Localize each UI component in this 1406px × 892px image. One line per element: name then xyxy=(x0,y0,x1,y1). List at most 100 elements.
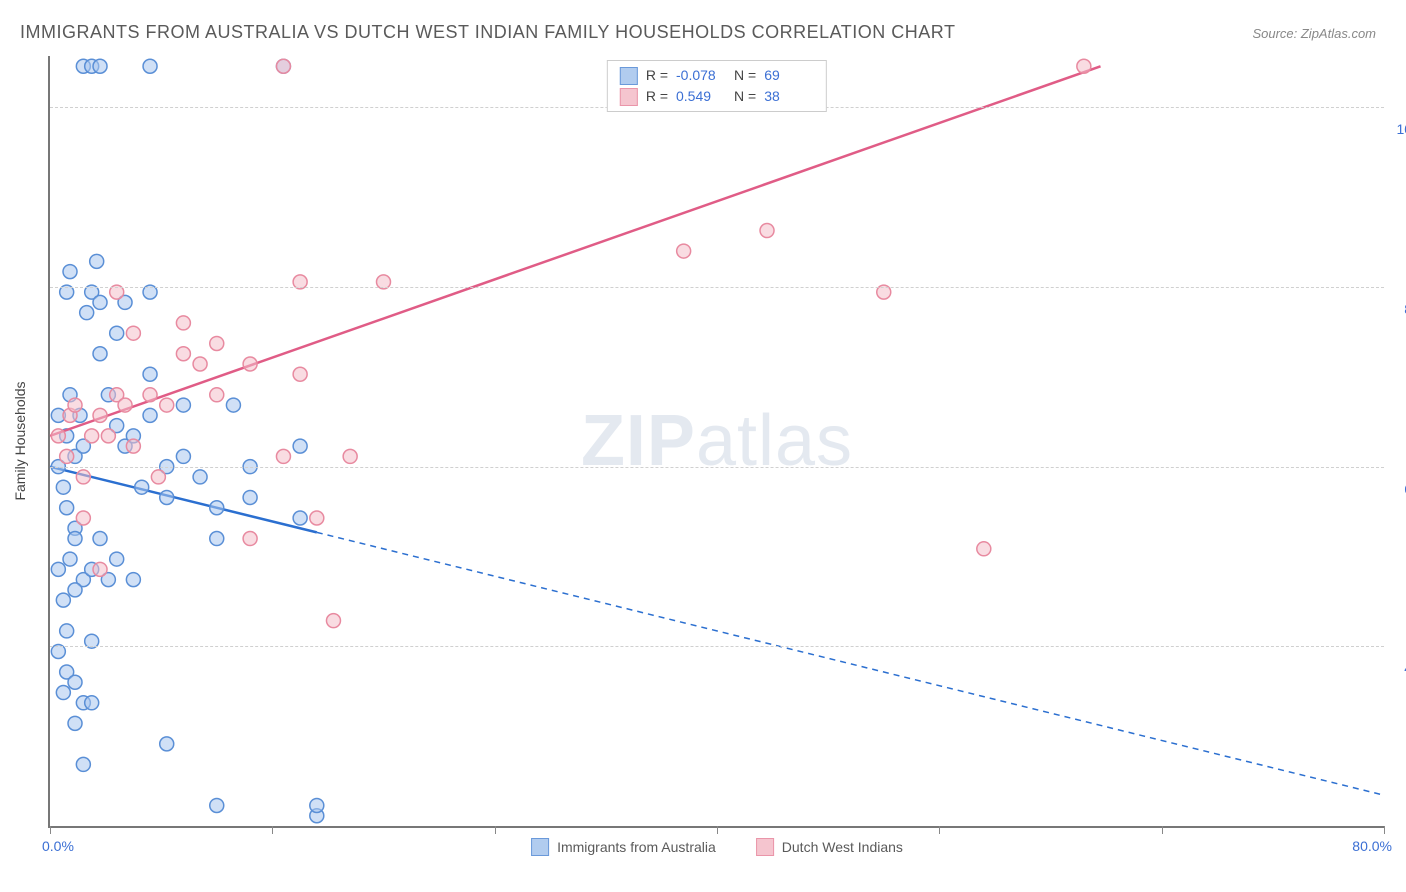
data-point xyxy=(226,398,240,412)
data-point xyxy=(135,480,149,494)
plot-area: Family Households ZIPatlas 47.5%65.0%82.… xyxy=(48,56,1384,828)
legend-swatch-pink xyxy=(620,88,638,106)
y-tick-label: 100.0% xyxy=(1394,121,1406,137)
y-tick-label: 65.0% xyxy=(1394,481,1406,497)
data-point xyxy=(60,501,74,515)
data-point xyxy=(110,326,124,340)
data-point xyxy=(210,501,224,515)
data-point xyxy=(151,470,165,484)
data-point xyxy=(160,490,174,504)
trend-line-dashed xyxy=(317,532,1384,795)
data-point xyxy=(126,439,140,453)
data-point xyxy=(101,429,115,443)
data-point xyxy=(176,449,190,463)
data-point xyxy=(63,552,77,566)
data-point xyxy=(76,511,90,525)
x-tick xyxy=(939,826,940,834)
data-point xyxy=(293,367,307,381)
data-point xyxy=(977,542,991,556)
data-point xyxy=(210,388,224,402)
n-label: N = xyxy=(734,86,756,107)
gridline xyxy=(50,287,1384,288)
data-point xyxy=(143,367,157,381)
x-tick xyxy=(50,826,51,834)
y-axis-label: Family Households xyxy=(12,381,28,500)
data-point xyxy=(126,326,140,340)
data-point xyxy=(63,265,77,279)
x-tick xyxy=(1384,826,1385,834)
plot-svg xyxy=(50,56,1384,826)
x-tick xyxy=(1162,826,1163,834)
r-label: R = xyxy=(646,86,668,107)
series-legend: Immigrants from Australia Dutch West Ind… xyxy=(531,838,903,856)
data-point xyxy=(56,480,70,494)
data-point xyxy=(326,614,340,628)
data-point xyxy=(76,470,90,484)
n-value-1: 69 xyxy=(764,65,814,86)
data-point xyxy=(160,737,174,751)
legend-label-2: Dutch West Indians xyxy=(782,839,903,855)
legend-swatch-pink xyxy=(756,838,774,856)
r-value-1: -0.078 xyxy=(676,65,726,86)
data-point xyxy=(243,532,257,546)
x-tick xyxy=(717,826,718,834)
source-label: Source: ZipAtlas.com xyxy=(1252,26,1376,41)
y-tick-label: 47.5% xyxy=(1394,660,1406,676)
data-point xyxy=(93,295,107,309)
data-point xyxy=(210,532,224,546)
r-value-2: 0.549 xyxy=(676,86,726,107)
data-point xyxy=(76,757,90,771)
data-point xyxy=(118,398,132,412)
data-point xyxy=(56,593,70,607)
r-label: R = xyxy=(646,65,668,86)
data-point xyxy=(110,552,124,566)
data-point xyxy=(143,388,157,402)
data-point xyxy=(276,59,290,73)
data-point xyxy=(760,224,774,238)
data-point xyxy=(293,439,307,453)
data-point xyxy=(310,511,324,525)
data-point xyxy=(126,573,140,587)
data-point xyxy=(293,511,307,525)
data-point xyxy=(1077,59,1091,73)
legend-swatch-blue xyxy=(531,838,549,856)
x-max-label: 80.0% xyxy=(1352,838,1392,854)
gridline xyxy=(50,646,1384,647)
data-point xyxy=(68,532,82,546)
data-point xyxy=(60,624,74,638)
trend-line xyxy=(50,66,1101,436)
n-label: N = xyxy=(734,65,756,86)
chart-container: IMMIGRANTS FROM AUSTRALIA VS DUTCH WEST … xyxy=(0,0,1406,892)
correlation-row-2: R = 0.549 N = 38 xyxy=(620,86,814,107)
data-point xyxy=(210,798,224,812)
data-point xyxy=(677,244,691,258)
data-point xyxy=(85,696,99,710)
legend-item-1: Immigrants from Australia xyxy=(531,838,716,856)
data-point xyxy=(276,449,290,463)
x-min-label: 0.0% xyxy=(42,838,74,854)
correlation-row-1: R = -0.078 N = 69 xyxy=(620,65,814,86)
data-point xyxy=(68,398,82,412)
data-point xyxy=(68,716,82,730)
data-point xyxy=(60,449,74,463)
data-point xyxy=(343,449,357,463)
data-point xyxy=(93,562,107,576)
data-point xyxy=(93,408,107,422)
data-point xyxy=(193,357,207,371)
x-tick xyxy=(272,826,273,834)
data-point xyxy=(93,347,107,361)
data-point xyxy=(93,59,107,73)
n-value-2: 38 xyxy=(764,86,814,107)
data-point xyxy=(176,398,190,412)
data-point xyxy=(176,347,190,361)
data-point xyxy=(143,59,157,73)
x-tick xyxy=(495,826,496,834)
legend-swatch-blue xyxy=(620,67,638,85)
legend-item-2: Dutch West Indians xyxy=(756,838,903,856)
correlation-legend: R = -0.078 N = 69 R = 0.549 N = 38 xyxy=(607,60,827,112)
data-point xyxy=(51,429,65,443)
y-tick-label: 82.5% xyxy=(1394,301,1406,317)
gridline xyxy=(50,467,1384,468)
data-point xyxy=(90,254,104,268)
data-point xyxy=(193,470,207,484)
